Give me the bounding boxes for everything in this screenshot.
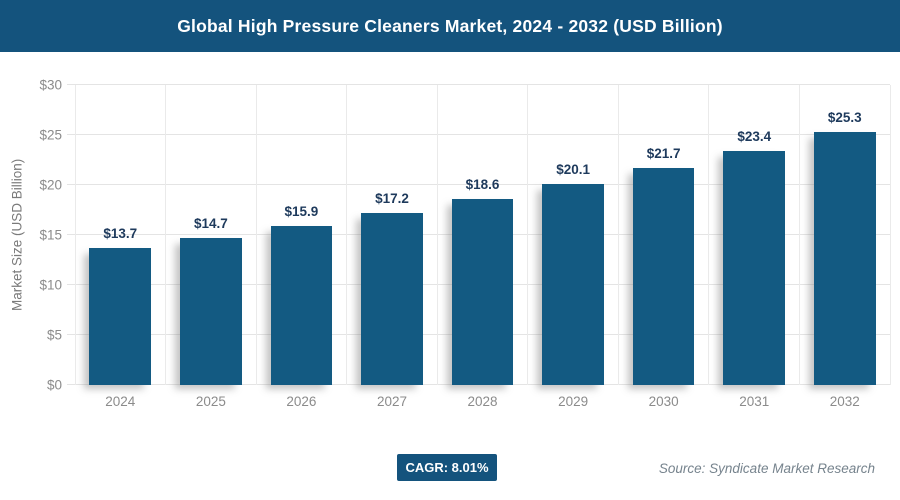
vertical-gridline xyxy=(165,85,167,385)
bar-value-label: $23.4 xyxy=(737,129,772,144)
x-axis-tick-label: 2030 xyxy=(648,394,679,409)
bar xyxy=(813,132,876,385)
y-axis-tick-label: $30 xyxy=(39,77,62,93)
bar-value-label: $21.7 xyxy=(646,146,681,161)
vertical-gridline xyxy=(889,85,891,385)
horizontal-gridline xyxy=(67,134,890,135)
bar xyxy=(180,238,242,385)
bar-slot: $20.1 xyxy=(528,85,619,385)
x-axis-labels: 2024 2025 2026 2027 2028 2029 2030 2031 2032 xyxy=(75,394,890,409)
y-axis-tick-label: $10 xyxy=(39,277,62,293)
vertical-gridline xyxy=(708,85,710,385)
plot-area: $0 $5 $10 $15 $20 $25 $30 $13.7 $14.7 $15.9 $17.2 $… xyxy=(39,78,891,393)
cagr-badge: CAGR: 8.01% xyxy=(397,454,497,481)
vertical-gridline xyxy=(255,85,257,385)
vertical-gridline xyxy=(346,85,348,385)
y-axis-title: Market Size (USD Billion) xyxy=(9,158,25,312)
bar-series: $13.7 $14.7 $15.9 $17.2 $18.6 $20.1 $21.7 $23.4… xyxy=(75,85,890,385)
bar xyxy=(632,168,695,385)
bar xyxy=(361,213,423,385)
vertical-gridline xyxy=(798,85,800,385)
bar-slot: $23.4 xyxy=(709,85,800,385)
bar xyxy=(723,151,785,385)
bar xyxy=(270,226,333,385)
bar-value-label: $17.2 xyxy=(375,191,409,206)
y-axis-tick-label: $20 xyxy=(39,177,62,193)
x-axis-tick-label: 2031 xyxy=(739,394,770,409)
bar-slot: $21.7 xyxy=(618,85,709,385)
x-axis-tick-label: 2028 xyxy=(467,394,498,409)
vertical-gridline xyxy=(527,85,529,385)
x-axis-tick-label: 2025 xyxy=(195,394,226,409)
bar-value-label: $18.6 xyxy=(465,177,500,192)
chart-title-bar: Global High Pressure Cleaners Market, 20… xyxy=(0,0,900,52)
vertical-gridline xyxy=(617,85,619,385)
y-axis-tick-label: $25 xyxy=(39,127,62,143)
x-axis-tick-label: 2027 xyxy=(376,394,407,409)
bar-value-label: $20.1 xyxy=(556,162,590,177)
bar xyxy=(451,199,514,385)
chart-title: Global High Pressure Cleaners Market, 20… xyxy=(177,15,723,36)
horizontal-gridline xyxy=(67,84,890,85)
horizontal-gridline xyxy=(67,184,890,185)
bar xyxy=(542,184,604,385)
bar-slot: $18.6 xyxy=(437,85,528,385)
y-axis-tick-label: $15 xyxy=(39,227,62,243)
bar-slot: $13.7 xyxy=(75,85,166,385)
x-axis-tick-label: 2029 xyxy=(558,394,589,409)
bar-slot: $14.7 xyxy=(166,85,257,385)
bar-slot: $17.2 xyxy=(347,85,438,385)
x-axis-tick-label: 2032 xyxy=(829,394,860,409)
y-axis-line xyxy=(74,85,76,385)
y-axis-tick-label: $5 xyxy=(46,327,62,343)
bar xyxy=(89,248,152,385)
bar-value-label: $13.7 xyxy=(103,226,138,241)
source-attribution: Source: Syndicate Market Research xyxy=(658,461,875,476)
bar-value-label: $25.3 xyxy=(827,110,862,125)
y-axis-tick-label: $0 xyxy=(46,377,62,393)
bar-value-label: $15.9 xyxy=(284,204,319,219)
bar-value-label: $14.7 xyxy=(193,216,228,231)
x-axis-tick-label: 2024 xyxy=(105,394,136,409)
vertical-gridline xyxy=(436,85,438,385)
bar-slot: $15.9 xyxy=(256,85,347,385)
x-axis-tick-label: 2026 xyxy=(286,394,317,409)
bar-slot: $25.3 xyxy=(800,85,891,385)
